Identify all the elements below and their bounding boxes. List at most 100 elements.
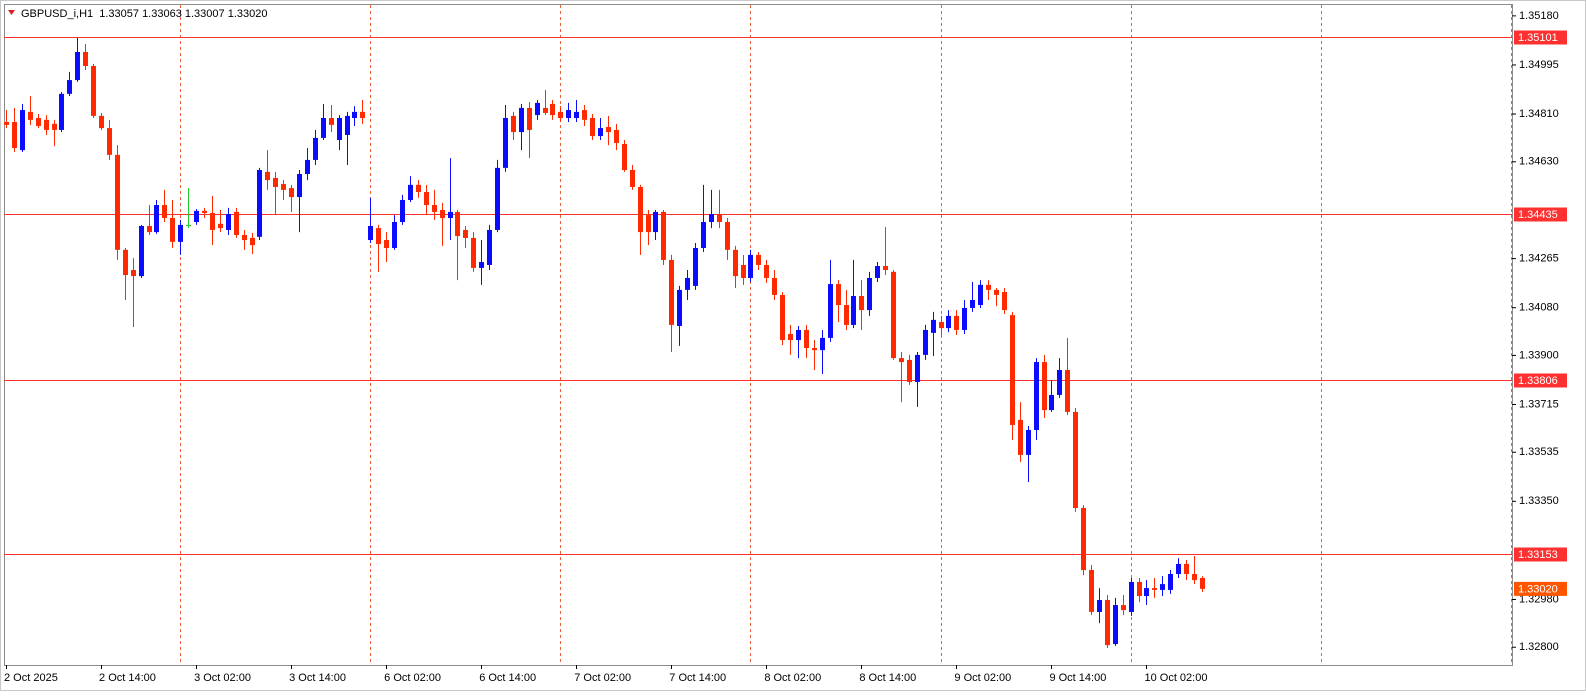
current-price-label-bg [1514, 581, 1567, 596]
x-tick-label: 7 Oct 14:00 [669, 672, 726, 684]
candle-body [614, 129, 619, 143]
x-tick-label: 9 Oct 14:00 [1049, 672, 1106, 684]
candle-body [154, 205, 159, 233]
candle-body [725, 221, 730, 250]
candle-body [265, 171, 270, 181]
candle-body [638, 186, 643, 233]
candle-body [432, 205, 437, 212]
candle-body [661, 211, 666, 260]
candle-body [701, 221, 706, 248]
candle-body [1089, 570, 1094, 612]
candle-body [107, 128, 112, 155]
candle-body [75, 51, 80, 81]
candle-body [622, 144, 627, 170]
candle-body [566, 110, 571, 119]
candle-body [487, 229, 492, 265]
candle-body [899, 358, 904, 363]
candle-body [28, 111, 33, 120]
candle-body [194, 210, 199, 222]
x-tick-label: 10 Oct 02:00 [1144, 672, 1207, 684]
candle-body [851, 296, 856, 325]
candle-body [186, 224, 191, 226]
candle-body [1176, 563, 1181, 575]
candle-body [606, 127, 611, 133]
y-tick-label: 1.35180 [1519, 10, 1559, 22]
hline-label-bg [1514, 207, 1567, 222]
candle-body [907, 359, 912, 382]
candle-body [479, 262, 484, 268]
y-tick-label: 1.34080 [1519, 302, 1559, 314]
candle-body [289, 188, 294, 198]
candle-body [321, 118, 326, 138]
candle-body [1137, 581, 1142, 597]
candle-body [91, 66, 96, 116]
candle-body [202, 210, 207, 213]
axis-layer: 1.35180 1.34995 1.34810 1.34630 1.34265 1.340… [4, 10, 1567, 684]
candle-body [511, 115, 516, 133]
candle-body [59, 93, 64, 130]
current-price-label: 1.33020 [1518, 583, 1558, 595]
candle-body [859, 296, 864, 311]
candle-body [448, 211, 453, 219]
candle-body [1049, 394, 1054, 411]
candle-body [281, 184, 286, 190]
candle-body [1168, 574, 1173, 590]
candle-body [400, 199, 405, 222]
candle-body [820, 337, 825, 351]
candle-body [796, 329, 801, 341]
candle-body [218, 223, 223, 229]
candle-body [44, 119, 49, 130]
candle-body [273, 177, 278, 187]
candle-body [1073, 411, 1078, 508]
candle-body [1105, 600, 1110, 646]
candle-body [178, 224, 183, 242]
candle-body [313, 137, 318, 160]
candle-body [170, 218, 175, 242]
candle-layer [4, 37, 1205, 649]
candle-body [1113, 605, 1118, 645]
candle-body [67, 80, 72, 94]
y-tick-label: 1.33350 [1519, 495, 1559, 507]
candle-body [1042, 362, 1047, 411]
candle-body [368, 225, 373, 241]
hline-label: 1.35101 [1518, 32, 1558, 44]
candle-body [360, 111, 365, 119]
y-tick-label: 1.34810 [1519, 108, 1559, 120]
candle-body [305, 159, 310, 174]
candle-body [392, 221, 397, 248]
candle-body [329, 118, 334, 125]
candle-body [52, 123, 57, 130]
candle-body [812, 347, 817, 351]
candle-body [1018, 419, 1023, 455]
hline-layer [4, 37, 1512, 555]
candle-body [836, 284, 841, 306]
candle-body [297, 173, 302, 198]
candle-body [558, 111, 563, 119]
x-tick-label: 3 Oct 14:00 [289, 672, 346, 684]
candle-body [1026, 429, 1031, 455]
candle-body [20, 110, 25, 151]
candle-body [590, 118, 595, 137]
x-tick-label: 7 Oct 02:00 [574, 672, 631, 684]
candle-body [1121, 605, 1126, 611]
candle-body [756, 254, 761, 265]
candle-body [495, 167, 500, 230]
candle-body [653, 211, 658, 233]
candle-body [99, 115, 104, 129]
candle-body [440, 210, 445, 219]
x-tick-label: 8 Oct 02:00 [764, 672, 821, 684]
symbol-menu-arrow[interactable] [8, 10, 15, 15]
x-tick-label: 6 Oct 14:00 [479, 672, 536, 684]
candle-body [1097, 600, 1102, 612]
x-tick-label: 6 Oct 02:00 [384, 672, 441, 684]
candle-body [242, 234, 247, 241]
candle-body [733, 249, 738, 277]
candle-body [210, 212, 215, 230]
candle-body [669, 259, 674, 325]
candle-body [384, 240, 389, 248]
candle-body [139, 225, 144, 277]
candle-body [780, 294, 785, 341]
candle-body [1002, 292, 1007, 311]
